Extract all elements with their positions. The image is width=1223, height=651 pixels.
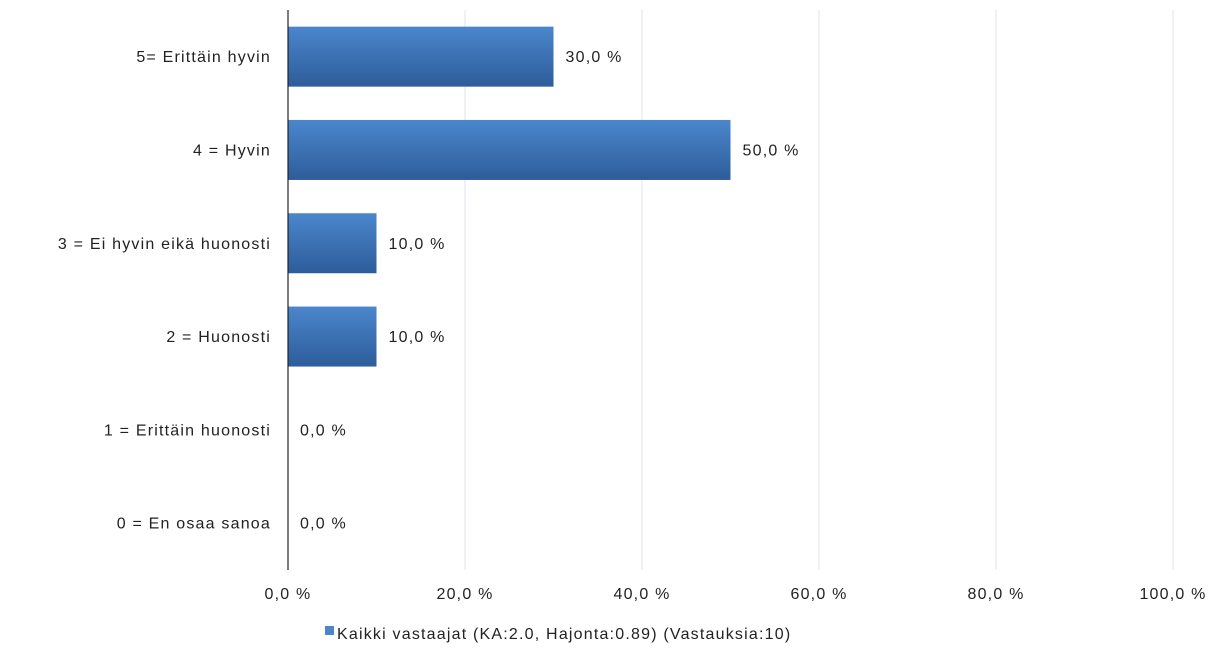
bar [288,119,731,180]
legend: Kaikki vastaajat (KA:2.0, Hajonta:0.89) … [325,626,791,643]
data-label: 0,0 % [300,516,347,533]
data-labels: 30,0 % 50,0 % 10,0 % 10,0 % 0,0 % 0,0 % [300,49,800,533]
x-tick-label: 20,0 % [436,586,493,603]
category-label: 0 = En osaa sanoa [117,516,271,533]
category-labels: 5= Erittäin hyvin 4 = Hyvin 3 = Ei hyvin e… [58,49,271,533]
legend-label: Kaikki vastaajat (KA:2.0, Hajonta:0.89) … [337,626,791,643]
category-label: 3 = Ei hyvin eikä huonosti [58,236,271,253]
x-tick-label: 40,0 % [613,586,670,603]
bar [288,213,377,274]
category-label: 5= Erittäin hyvin [136,49,271,66]
x-tick-label: 0,0 % [265,586,312,603]
bar [288,26,554,87]
bars [288,26,731,367]
x-tick-label: 80,0 % [967,586,1024,603]
data-label: 0,0 % [300,422,347,439]
bar [288,306,377,367]
x-tick-labels: 0,0 % 20,0 % 40,0 % 60,0 % 80,0 % 100,0 % [265,586,1206,603]
category-label: 2 = Huonosti [166,329,271,346]
legend-swatch [325,626,334,635]
data-label: 50,0 % [743,142,800,159]
data-label: 30,0 % [566,49,623,66]
category-label: 1 = Erittäin huonosti [104,422,271,439]
x-tick-label: 100,0 % [1139,586,1206,603]
category-label: 4 = Hyvin [193,142,271,159]
data-label: 10,0 % [389,236,446,253]
gridlines [464,10,1174,570]
x-tick-label: 60,0 % [790,586,847,603]
data-label: 10,0 % [389,329,446,346]
